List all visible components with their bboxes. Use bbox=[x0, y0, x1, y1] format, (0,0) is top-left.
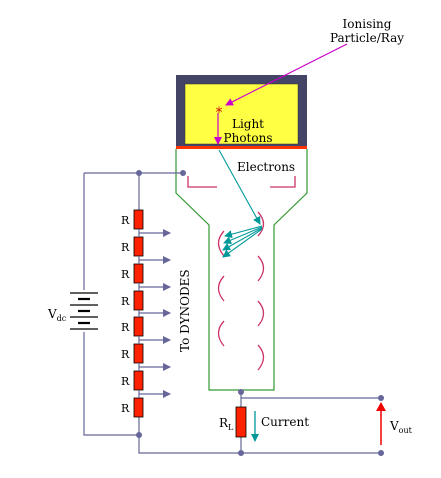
label-resistor: R bbox=[121, 268, 130, 281]
vout-arrow-icon bbox=[376, 402, 386, 411]
resistor bbox=[133, 290, 144, 311]
resistor-chain bbox=[133, 209, 144, 418]
label-current: Current bbox=[261, 415, 309, 429]
dynode bbox=[257, 211, 265, 237]
junction-dot bbox=[378, 395, 384, 401]
label-ionising: Ionising bbox=[343, 17, 392, 31]
label-to-dynodes: To DYNODES bbox=[178, 269, 192, 352]
junction-dot bbox=[238, 450, 244, 456]
secondary-electron-arrow bbox=[222, 228, 263, 258]
scintillator-crystal bbox=[184, 83, 299, 145]
dynode bbox=[257, 344, 265, 371]
focus-electrode-right bbox=[270, 176, 296, 188]
label-rl: RL bbox=[219, 416, 234, 432]
label-resistor: R bbox=[121, 241, 130, 254]
label-particle-ray: Particle/Ray bbox=[330, 31, 404, 45]
dynode bbox=[257, 255, 265, 282]
secondary-electron-arrow bbox=[222, 227, 263, 251]
tube-envelope bbox=[175, 149, 308, 391]
dynode bbox=[217, 320, 225, 347]
ionising-particle-arrow bbox=[225, 43, 348, 106]
junction-dot bbox=[136, 170, 142, 176]
dynode bbox=[257, 300, 265, 327]
focus-electrode-left bbox=[187, 176, 217, 188]
secondary-electron-arrow bbox=[224, 225, 263, 239]
dynode bbox=[217, 230, 225, 257]
secondary-electron-arrow bbox=[223, 226, 263, 244]
resistor bbox=[133, 263, 144, 284]
label-vdc: Vdc bbox=[47, 307, 67, 323]
junction-dot bbox=[180, 170, 186, 176]
dynode bbox=[217, 275, 225, 302]
label-resistor: R bbox=[121, 295, 130, 308]
junction-dot bbox=[378, 450, 384, 456]
electron-arrow bbox=[218, 149, 261, 225]
label-resistor: R bbox=[121, 402, 130, 415]
photocathode bbox=[176, 146, 307, 149]
label-photons: Photons bbox=[224, 131, 273, 145]
junction-dots bbox=[136, 170, 384, 456]
label-resistor: R bbox=[121, 321, 130, 334]
label-electrons: Electrons bbox=[237, 160, 295, 174]
resistor bbox=[133, 236, 144, 257]
battery-vdc bbox=[70, 292, 98, 330]
resistor bbox=[133, 397, 144, 418]
label-vout: Vout bbox=[389, 419, 413, 435]
resistor bbox=[133, 343, 144, 364]
load-resistor bbox=[235, 406, 247, 438]
label-resistor: R bbox=[121, 348, 130, 361]
label-resistor: R bbox=[121, 214, 130, 227]
junction-dot bbox=[238, 389, 244, 395]
resistor bbox=[133, 316, 144, 337]
label-resistor: R bbox=[121, 375, 130, 388]
scintillation-star-icon: * bbox=[216, 105, 223, 121]
dynode-tap-arrows bbox=[139, 229, 171, 398]
resistor bbox=[133, 370, 144, 391]
label-light: Light bbox=[232, 117, 264, 131]
resistor bbox=[133, 209, 144, 230]
junction-dot bbox=[136, 432, 142, 438]
